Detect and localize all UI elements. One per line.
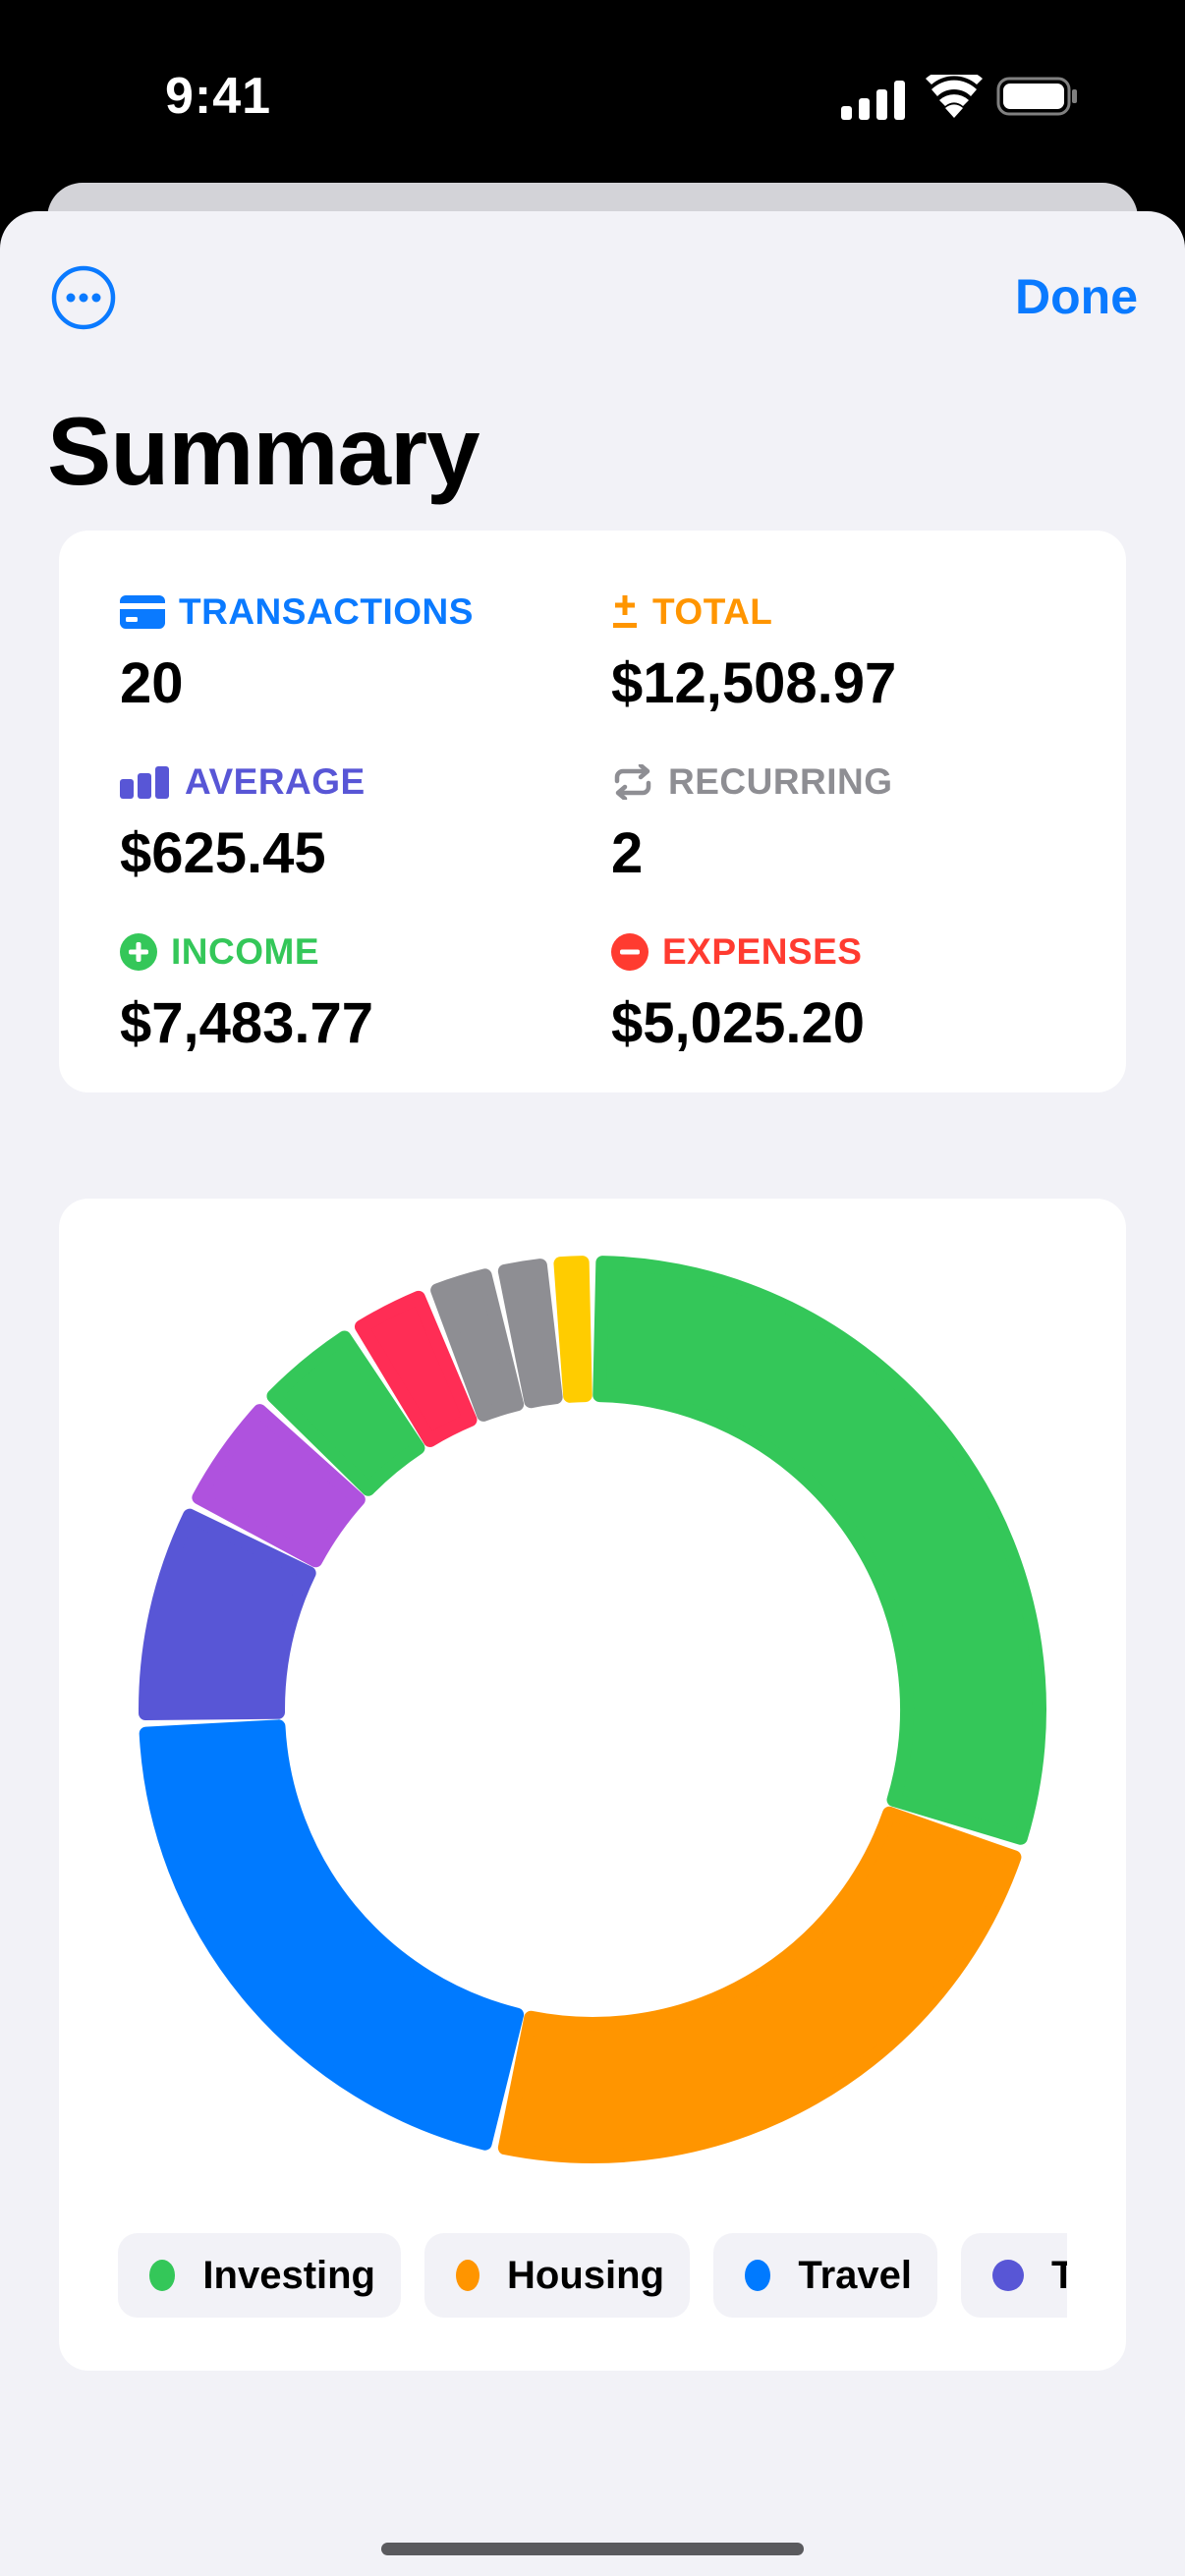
stat-transactions: TRANSACTIONS 20 — [120, 589, 592, 747]
legend-item-4[interactable]: T — [961, 2233, 1067, 2318]
donut-chart — [139, 1256, 1046, 2163]
legend-item-investing[interactable]: Investing — [118, 2233, 401, 2318]
plus-minus-icon — [613, 595, 637, 628]
donut-slice-segment-10[interactable] — [553, 1256, 592, 1403]
stat-label-average: AVERAGE — [185, 761, 366, 802]
legend-label-4: T — [1051, 2253, 1067, 2297]
legend-dot-housing — [456, 2260, 480, 2291]
home-indicator — [381, 2543, 804, 2555]
donut-slice-housing[interactable] — [497, 1806, 1022, 2163]
summary-sheet: Done Summary TRANSACTIONS 20 — [0, 211, 1185, 2576]
ellipsis-circle-icon — [51, 265, 116, 330]
stat-value-transactions: 20 — [120, 651, 184, 715]
chart-legend[interactable]: Investing Housing Travel T — [118, 2233, 1067, 2322]
donut-slice-segment-5[interactable] — [192, 1404, 366, 1568]
plus-circle-icon — [120, 933, 157, 971]
page-title: Summary — [47, 397, 480, 505]
legend-label-travel: Travel — [798, 2253, 912, 2297]
stat-total: TOTAL $12,508.97 — [611, 589, 1083, 747]
stat-value-total: $12,508.97 — [611, 651, 897, 715]
done-button[interactable]: Done — [1015, 269, 1138, 324]
donut-slice-t[interactable] — [139, 1508, 316, 1720]
stat-label-total: TOTAL — [652, 591, 773, 632]
status-time: 9:41 — [165, 68, 272, 125]
stat-recurring: RECURRING 2 — [611, 759, 1083, 917]
legend-item-housing[interactable]: Housing — [424, 2233, 690, 2318]
wifi-icon — [926, 75, 983, 118]
status-bar: 9:41 — [0, 0, 1185, 187]
stat-label-recurring: RECURRING — [668, 761, 893, 802]
stat-value-expenses: $5,025.20 — [611, 991, 866, 1055]
credit-card-icon — [120, 595, 165, 629]
donut-slice-segment-6[interactable] — [266, 1330, 425, 1496]
bar-chart-icon — [120, 766, 169, 799]
more-options-button[interactable] — [51, 265, 116, 330]
battery-icon — [996, 77, 1077, 116]
minus-circle-icon — [611, 933, 649, 971]
donut-slice-segment-9[interactable] — [497, 1259, 563, 1409]
donut-slice-investing[interactable] — [592, 1256, 1046, 1845]
donut-slice-travel[interactable] — [139, 1719, 525, 2151]
stat-label-expenses: EXPENSES — [662, 931, 863, 972]
legend-dot-travel — [745, 2260, 771, 2291]
legend-dot-4 — [992, 2260, 1024, 2291]
stat-value-average: $625.45 — [120, 821, 326, 885]
stat-expenses: EXPENSES $5,025.20 — [611, 929, 1083, 1087]
legend-label-housing: Housing — [507, 2253, 664, 2297]
cellular-signal-icon — [841, 81, 905, 120]
stat-value-income: $7,483.77 — [120, 991, 374, 1055]
legend-item-travel[interactable]: Travel — [713, 2233, 937, 2318]
legend-dot-investing — [149, 2260, 176, 2291]
stat-income: INCOME $7,483.77 — [120, 929, 592, 1087]
legend-label-investing: Investing — [202, 2253, 375, 2297]
repeat-icon — [614, 764, 651, 800]
stat-value-recurring: 2 — [611, 821, 644, 885]
stats-card: TRANSACTIONS 20 TOTAL $12,508.97 — [59, 531, 1126, 1092]
stat-label-transactions: TRANSACTIONS — [179, 591, 474, 632]
stat-average: AVERAGE $625.45 — [120, 759, 592, 917]
chart-card: Investing Housing Travel T — [59, 1199, 1126, 2371]
donut-slice-segment-8[interactable] — [430, 1268, 525, 1422]
stat-label-income: INCOME — [171, 931, 319, 972]
donut-slice-segment-7[interactable] — [354, 1290, 478, 1447]
